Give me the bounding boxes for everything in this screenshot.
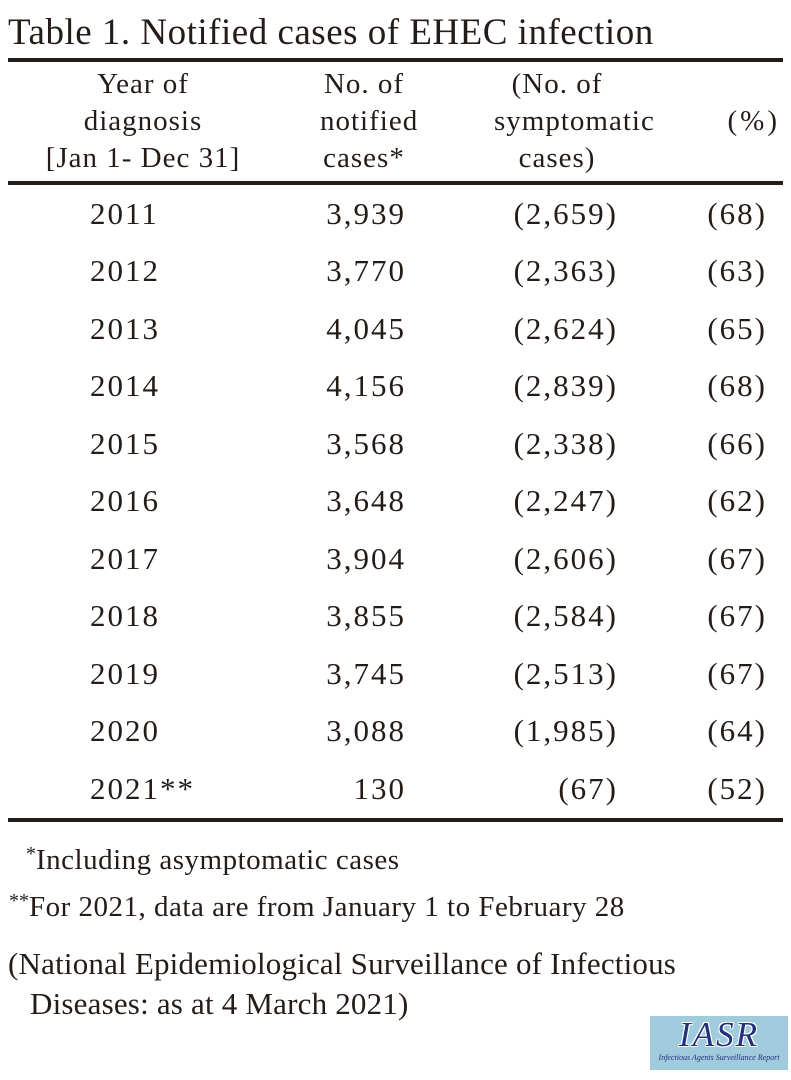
cell-year: 2012: [90, 253, 160, 289]
cell-percent: (66): [707, 425, 767, 461]
table-header: Year of diagnosis [Jan 1- Dec 31] No. of…: [8, 60, 783, 185]
cell-percent: (64): [707, 713, 767, 749]
column-header-symptomatic-cases: (No. of symptomatic cases): [408, 60, 654, 185]
cell-year: 2017: [90, 540, 160, 576]
cell-notified: 4,045: [326, 310, 406, 346]
footnote-asymptomatic: *Including asymptomatic cases: [0, 834, 791, 881]
header-row: Year of diagnosis [Jan 1- Dec 31] No. of…: [8, 60, 783, 185]
cell-year: 2019: [90, 655, 160, 691]
cell-percent: (65): [707, 310, 767, 346]
cell-notified: 3,648: [326, 483, 406, 519]
cell-year: 2018: [90, 598, 160, 634]
cell-percent: (67): [707, 598, 767, 634]
cell-year: 2014: [90, 368, 160, 404]
cell-notified: 4,156: [326, 368, 406, 404]
table-row: 2021** 130 (67) (52): [8, 760, 783, 820]
iasr-logo-acronym: IASR: [679, 1015, 759, 1054]
table-row: 2011 3,939 (2,659) (68): [8, 183, 783, 243]
table-row: 2019 3,745 (2,513) (67): [8, 645, 783, 703]
cell-year: 2011: [90, 195, 159, 231]
footnote-text: Including asymptomatic cases: [36, 843, 400, 876]
source-attribution: (National Epidemiological Surveillance o…: [0, 944, 791, 1024]
table-row: 2016 3,648 (2,247) (62): [8, 473, 783, 531]
footnotes: *Including asymptomatic cases **For 2021…: [0, 834, 791, 928]
column-header-percent: (%): [620, 60, 783, 185]
column-header-year: Year of diagnosis [Jan 1- Dec 31]: [8, 60, 248, 185]
source-line: Diseases: as at 4 March 2021): [30, 985, 409, 1021]
table-title: Table 1. Notified cases of EHEC infectio…: [8, 12, 654, 53]
cell-symptomatic: (1,985): [513, 713, 618, 749]
cell-notified: 3,770: [326, 253, 406, 289]
table-row: 2017 3,904 (2,606) (67): [8, 530, 783, 588]
cell-notified: 3,939: [326, 195, 406, 231]
cell-notified: 3,855: [326, 598, 406, 634]
footnote-text: For 2021, data are from January 1 to Feb…: [29, 890, 625, 923]
footnote-marker: **: [9, 889, 29, 912]
ehec-cases-table: Year of diagnosis [Jan 1- Dec 31] No. of…: [8, 58, 783, 822]
cell-notified: 3,904: [326, 540, 406, 576]
cell-symptomatic: (2,659): [513, 195, 618, 231]
column-header-notified-cases: No. of notified cases*: [248, 60, 417, 185]
table-row: 2020 3,088 (1,985) (64): [8, 703, 783, 761]
source-line: (National Epidemiological Surveillance o…: [8, 945, 677, 981]
cell-notified: 3,568: [326, 425, 406, 461]
cell-percent: (68): [707, 195, 767, 231]
cell-percent: (52): [707, 770, 767, 806]
cell-symptomatic: (2,338): [513, 425, 618, 461]
cell-year: 2021**: [90, 770, 195, 806]
cell-percent: (67): [707, 655, 767, 691]
cell-symptomatic: (2,839): [513, 368, 618, 404]
cell-symptomatic: (2,584): [513, 598, 618, 634]
table-row: 2012 3,770 (2,363) (63): [8, 243, 783, 301]
cell-year: 2020: [90, 713, 160, 749]
iasr-logo-subtitle: Infectious Agents Surveillance Report: [658, 1053, 780, 1062]
footnote-marker: *: [26, 842, 36, 865]
cell-percent: (67): [707, 540, 767, 576]
cell-year: 2015: [90, 425, 160, 461]
iasr-logo: IASR Infectious Agents Surveillance Repo…: [650, 1016, 788, 1070]
cell-symptomatic: (2,606): [513, 540, 618, 576]
cell-percent: (63): [707, 253, 767, 289]
table-row: 2013 4,045 (2,624) (65): [8, 300, 783, 358]
cell-symptomatic: (2,513): [513, 655, 618, 691]
cell-notified: 3,088: [326, 713, 406, 749]
table-row: 2014 4,156 (2,839) (68): [8, 358, 783, 416]
cell-percent: (68): [707, 368, 767, 404]
table-row: 2018 3,855 (2,584) (67): [8, 588, 783, 646]
cell-symptomatic: (2,363): [513, 253, 618, 289]
cell-symptomatic: (2,624): [513, 310, 618, 346]
cell-year: 2013: [90, 310, 160, 346]
cell-notified: 130: [353, 770, 406, 806]
cell-notified: 3,745: [326, 655, 406, 691]
cell-percent: (62): [707, 483, 767, 519]
cell-symptomatic: (2,247): [513, 483, 618, 519]
footnote-2021-period: **For 2021, data are from January 1 to F…: [0, 881, 791, 928]
table-body: 2011 3,939 (2,659) (68) 2012 3,770 (2,363) (63)…: [8, 183, 783, 820]
cell-symptomatic: (67): [558, 770, 618, 806]
table-row: 2015 3,568 (2,338) (66): [8, 415, 783, 473]
cell-year: 2016: [90, 483, 160, 519]
